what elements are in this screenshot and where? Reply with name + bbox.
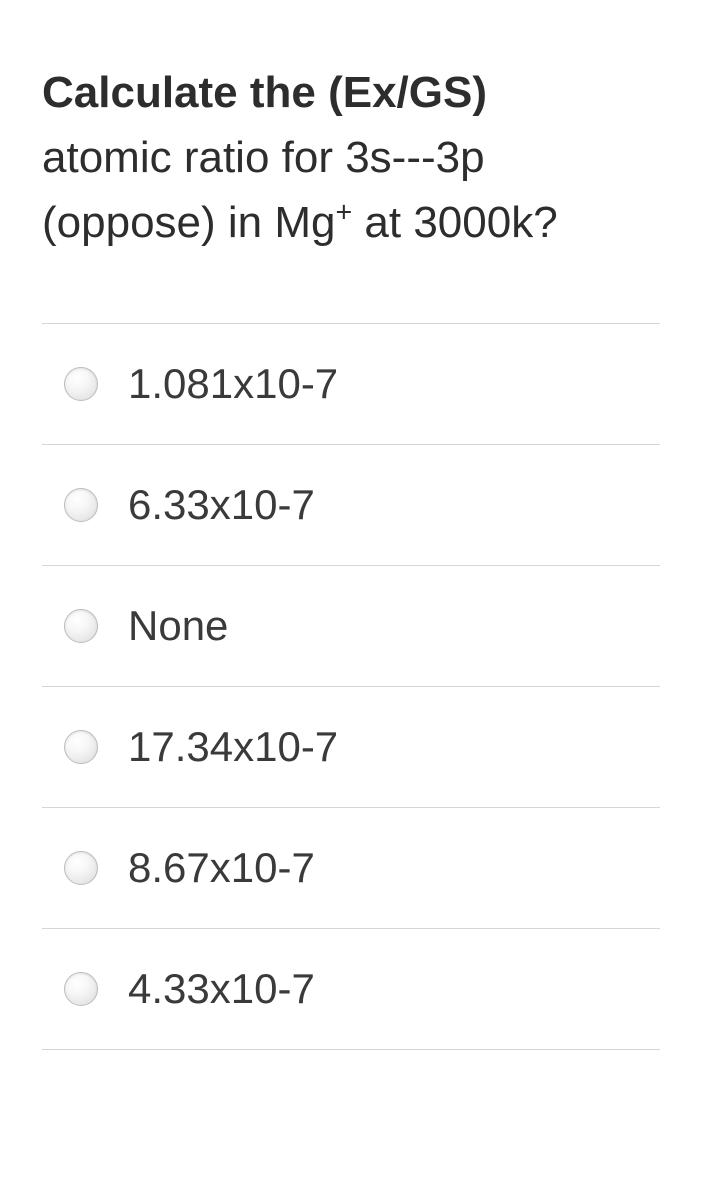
radio-icon[interactable]	[64, 730, 98, 764]
question-superscript: +	[335, 197, 352, 229]
option-label: 1.081x10-7	[128, 360, 338, 408]
option-row[interactable]: 17.34x10-7	[42, 687, 660, 808]
radio-icon[interactable]	[64, 972, 98, 1006]
question-text: Calculate the (Ex/GS) atomic ratio for 3…	[42, 60, 660, 255]
option-label: 4.33x10-7	[128, 965, 315, 1013]
radio-icon[interactable]	[64, 851, 98, 885]
question-line-3b: at 3000k?	[352, 198, 558, 247]
question-line-1: Calculate the (Ex/GS)	[42, 68, 487, 117]
question-line-2: atomic ratio for 3s---3p	[42, 133, 485, 182]
option-row[interactable]: 6.33x10-7	[42, 445, 660, 566]
option-row[interactable]: None	[42, 566, 660, 687]
option-row[interactable]: 4.33x10-7	[42, 929, 660, 1050]
option-label: 8.67x10-7	[128, 844, 315, 892]
question-line-3a: (oppose) in Mg	[42, 198, 335, 247]
radio-icon[interactable]	[64, 488, 98, 522]
radio-icon[interactable]	[64, 367, 98, 401]
option-label: 6.33x10-7	[128, 481, 315, 529]
options-list: 1.081x10-7 6.33x10-7 None 17.34x10-7 8.6…	[42, 323, 660, 1050]
option-label: 17.34x10-7	[128, 723, 338, 771]
radio-icon[interactable]	[64, 609, 98, 643]
option-row[interactable]: 8.67x10-7	[42, 808, 660, 929]
option-label: None	[128, 602, 228, 650]
option-row[interactable]: 1.081x10-7	[42, 324, 660, 445]
